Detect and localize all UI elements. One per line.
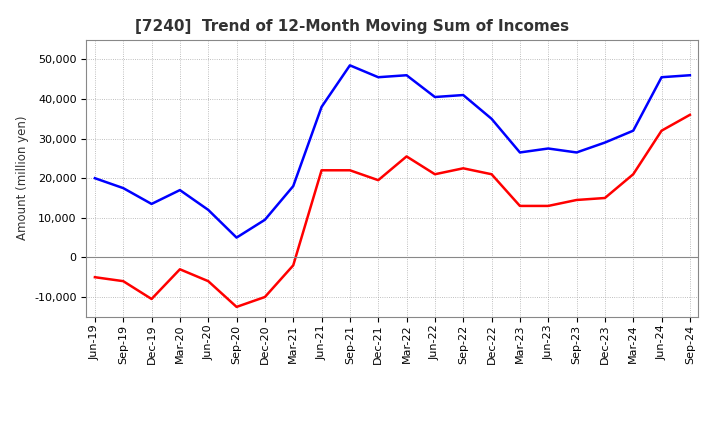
Ordinary Income: [431, 95, 439, 100]
Ordinary Income: [487, 116, 496, 121]
Ordinary Income: [261, 217, 269, 222]
Ordinary Income: [91, 176, 99, 181]
Ordinary Income: [233, 235, 241, 240]
Text: [7240]  Trend of 12-Month Moving Sum of Incomes: [7240] Trend of 12-Month Moving Sum of I…: [135, 19, 570, 34]
Ordinary Income: [629, 128, 637, 133]
Ordinary Income: [459, 92, 467, 98]
Net Income: [572, 197, 581, 202]
Net Income: [374, 177, 382, 183]
Net Income: [91, 275, 99, 280]
Ordinary Income: [119, 186, 127, 191]
Net Income: [119, 279, 127, 284]
Ordinary Income: [374, 74, 382, 80]
Net Income: [431, 172, 439, 177]
Ordinary Income: [600, 140, 609, 145]
Net Income: [176, 267, 184, 272]
Y-axis label: Amount (million yen): Amount (million yen): [16, 116, 29, 240]
Ordinary Income: [657, 74, 666, 80]
Net Income: [261, 294, 269, 300]
Line: Net Income: Net Income: [95, 115, 690, 307]
Net Income: [459, 165, 467, 171]
Ordinary Income: [148, 201, 156, 206]
Net Income: [544, 203, 552, 209]
Ordinary Income: [516, 150, 524, 155]
Net Income: [233, 304, 241, 310]
Ordinary Income: [346, 62, 354, 68]
Net Income: [487, 172, 496, 177]
Net Income: [657, 128, 666, 133]
Net Income: [148, 297, 156, 302]
Ordinary Income: [176, 187, 184, 193]
Ordinary Income: [402, 73, 411, 78]
Line: Ordinary Income: Ordinary Income: [95, 65, 690, 238]
Ordinary Income: [685, 73, 694, 78]
Net Income: [629, 172, 637, 177]
Net Income: [600, 195, 609, 201]
Net Income: [685, 112, 694, 117]
Net Income: [402, 154, 411, 159]
Ordinary Income: [318, 104, 326, 110]
Net Income: [318, 168, 326, 173]
Ordinary Income: [289, 183, 297, 189]
Net Income: [516, 203, 524, 209]
Net Income: [289, 263, 297, 268]
Ordinary Income: [544, 146, 552, 151]
Ordinary Income: [572, 150, 581, 155]
Net Income: [346, 168, 354, 173]
Net Income: [204, 279, 212, 284]
Ordinary Income: [204, 207, 212, 213]
